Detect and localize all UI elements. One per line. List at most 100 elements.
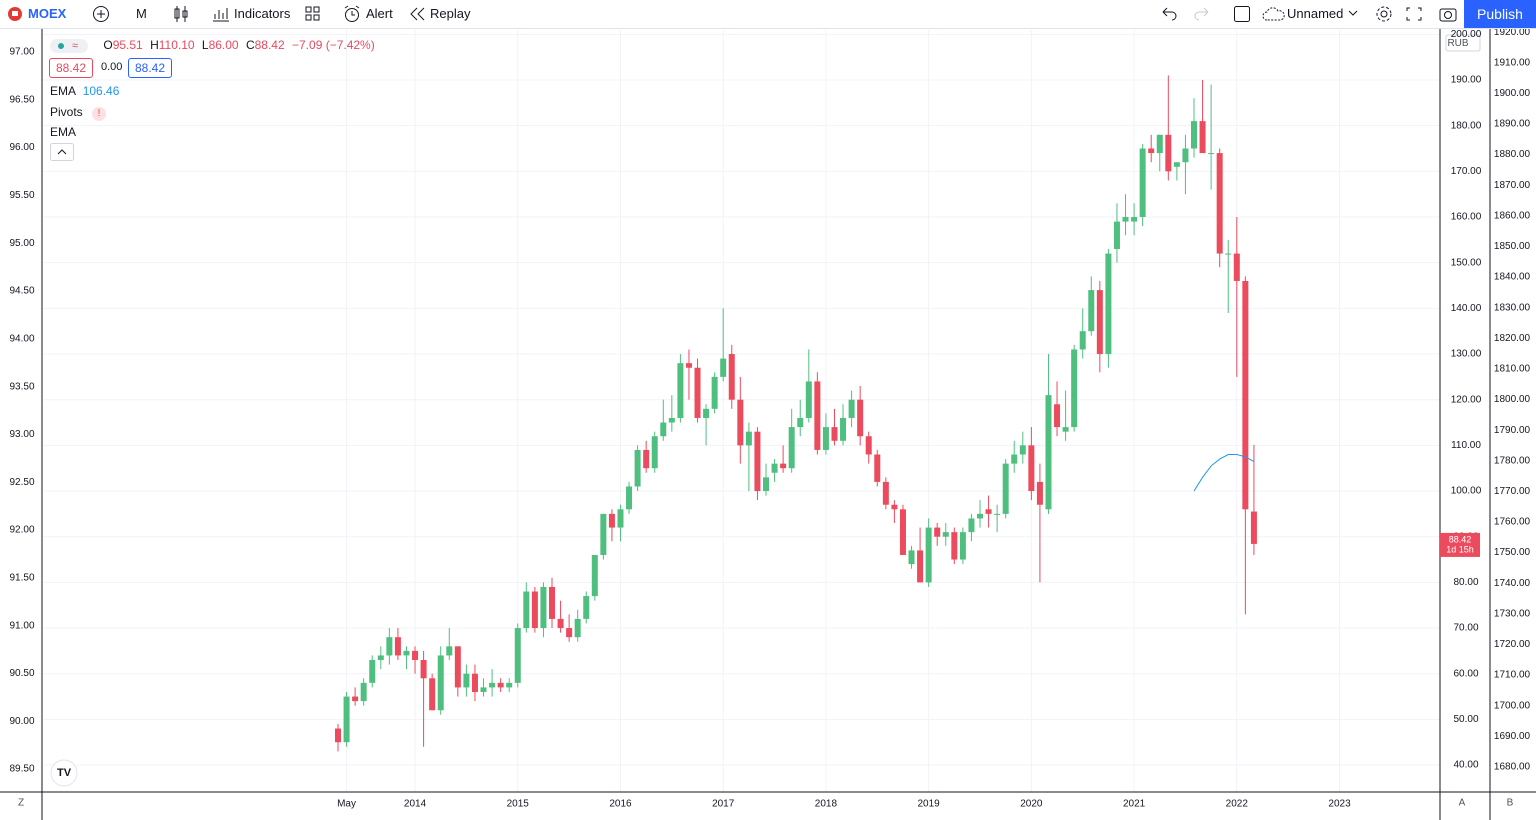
candle-body [480,687,487,692]
candle-body [780,463,787,469]
candle-body [335,728,341,743]
candle-body [994,513,1001,515]
candle-body [1216,153,1223,254]
candle-body [394,637,401,656]
candle-body [1054,404,1061,428]
y3-tick-label: 1720.00 [1494,639,1531,650]
error-badge[interactable]: ! [92,107,107,121]
candle-body [1088,290,1095,332]
y-tick-label: 180.00 [1451,120,1482,131]
candle-body [840,417,847,441]
candle-body [831,427,838,441]
candle-body [899,509,906,555]
y2-tick-label: 90.00 [9,716,34,727]
y2-tick-label: 97.00 [9,47,34,58]
candle-body [617,509,624,528]
y-tick-label: 40.00 [1453,760,1478,771]
h-label: H [150,38,159,52]
y2-tick-label: 90.50 [9,668,34,679]
indicators[interactable]: Indicators [234,6,291,21]
y3-tick-label: 1750.00 [1494,547,1531,558]
layout-icon[interactable] [1233,5,1251,23]
bottom-button[interactable]: B [1507,798,1514,809]
candle-body [412,650,419,661]
ask[interactable]: 88.42 [128,58,173,78]
candle-body [1071,349,1078,428]
candle-body [1062,427,1069,432]
candle-body [600,513,607,555]
bottom-button[interactable]: Z [18,798,24,809]
alert-icon[interactable] [343,5,361,23]
bottom-button[interactable]: A [1459,798,1466,809]
add-symbol[interactable] [92,5,110,23]
y-tick-label: 130.00 [1451,349,1482,360]
y-tick-label: 140.00 [1451,303,1482,314]
publish-button[interactable]: Publish [1464,0,1536,28]
y3-tick-label: 1760.00 [1494,517,1531,528]
ema-line [1193,454,1255,492]
price-tag [1440,532,1480,557]
logo[interactable] [50,759,78,787]
candle-body [660,422,667,437]
logo-text: TV [57,767,72,779]
layout-name[interactable]: Unnamed [1287,6,1344,21]
interval[interactable]: M [136,6,147,21]
y-tick-label: 60.00 [1453,668,1478,679]
candle-body [1036,481,1043,505]
y3-tick-label: 1840.00 [1494,272,1531,283]
ohlc-legend: ≈ O95.51 H110.10 L86.00 C88.42 −7.09 (−7… [50,38,375,53]
candle-body [1225,253,1232,255]
y3-tick-label: 1690.00 [1494,731,1531,742]
y3-tick-label: 1740.00 [1494,578,1531,589]
candle-body [1079,331,1086,350]
candle-body [369,660,376,683]
y-tick-label: 100.00 [1451,486,1482,497]
replay[interactable]: Replay [430,6,471,21]
settings-icons[interactable] [1374,4,1484,24]
candle-body [1242,280,1249,510]
o-label: O [103,38,113,52]
y3-tick-label: 1680.00 [1494,762,1531,773]
symbol[interactable]: MOEX [28,6,67,21]
indicators-icon[interactable] [212,5,230,23]
low: 86.00 [208,38,239,52]
dropdown[interactable] [1348,10,1358,18]
candle-body [917,550,924,583]
candle-body [549,586,555,619]
candle-body [1096,290,1103,355]
currency-button[interactable] [1445,34,1481,52]
candle-body [540,586,547,629]
price-tag-countdown: 1d 15h [1446,544,1474,554]
candle-body [1156,134,1163,154]
candle-body [1148,148,1155,154]
close: 88.42 [254,38,285,52]
y-tick-label: 160.00 [1451,212,1482,223]
y3-tick-label: 1830.00 [1494,302,1531,313]
high: 110.10 [158,38,195,52]
candle-body [857,399,864,437]
x-tick-label: 2015 [507,799,530,810]
y-tick-label: 50.00 [1453,714,1478,725]
candle-body [805,381,812,418]
replay-icon[interactable] [410,7,426,21]
candle-body [703,408,710,418]
cloud-icon[interactable] [1262,5,1286,23]
y-tick-label: 120.00 [1451,394,1482,405]
bid[interactable]: 88.42 [49,58,94,78]
candle-body [1019,445,1026,455]
spread: 0.00 [101,61,123,73]
status-badge: ≈ [50,38,88,53]
y-tick-label: 80.00 [1453,577,1478,588]
y-tick-label: 150.00 [1451,257,1482,268]
indicator-name: Pivots [50,105,83,119]
chart-type[interactable] [173,5,189,23]
undo-redo[interactable] [1160,5,1220,23]
candle-body [977,513,983,519]
alert[interactable]: Alert [366,6,393,21]
collapse-button[interactable] [50,143,74,161]
templates[interactable] [305,6,321,22]
candle-body [634,449,641,487]
candle-body [489,682,496,688]
y-tick-label: 190.00 [1451,75,1482,86]
y2-tick-label: 93.00 [9,429,34,440]
